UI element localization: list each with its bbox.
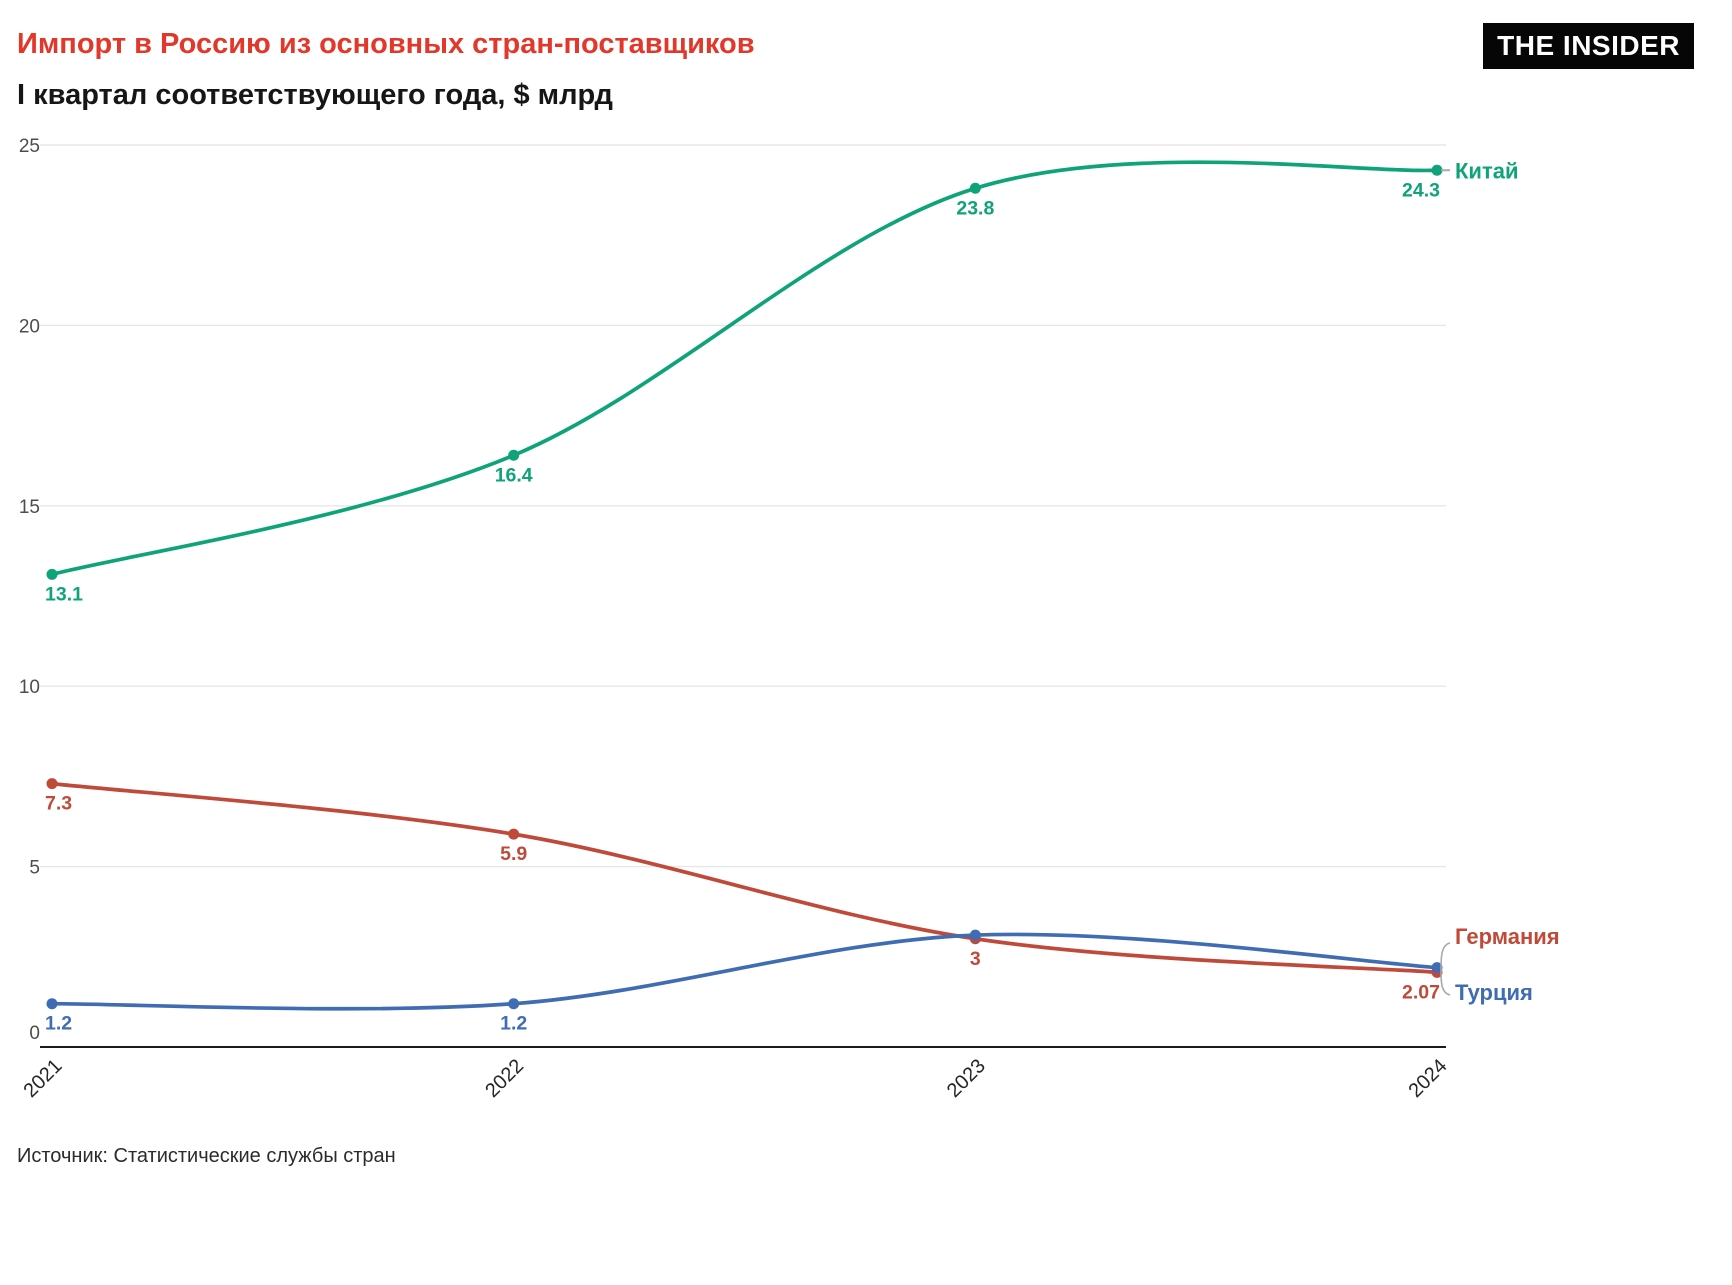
series-label-turkey: Турция <box>1455 980 1533 1005</box>
data-point <box>508 449 520 461</box>
data-point <box>1431 962 1443 974</box>
y-tick-label: 0 <box>29 1023 40 1044</box>
data-point <box>46 998 58 1010</box>
x-tick-label: 2022 <box>481 1055 528 1102</box>
y-tick-label: 25 <box>19 136 40 157</box>
series-line-0 <box>50 160 1439 577</box>
y-tick-label: 10 <box>19 677 40 698</box>
data-point <box>46 568 58 580</box>
point-value-label: 24.3 <box>1402 179 1440 201</box>
point-value-label: 13.1 <box>45 583 83 605</box>
point-value-label: 1.2 <box>500 1013 527 1035</box>
data-point <box>969 182 981 194</box>
data-point <box>508 828 520 840</box>
x-tick-label: 2021 <box>20 1055 67 1102</box>
series-line-1 <box>50 781 1439 975</box>
data-point <box>508 998 520 1010</box>
label-bracket <box>1440 942 1451 996</box>
point-value-label: 23.8 <box>956 197 994 219</box>
y-tick-label: 15 <box>19 497 40 518</box>
y-tick-label: 20 <box>19 316 40 337</box>
point-value-label: 5.9 <box>500 843 527 865</box>
series-label-china: Китай <box>1455 158 1519 183</box>
point-value-label: 2.07 <box>1402 981 1440 1003</box>
chart-subtitle: I квартал соответствующего года, $ млрд <box>17 79 613 111</box>
data-point <box>46 778 58 790</box>
series-line-2 <box>50 932 1439 1011</box>
point-value-label: 16.4 <box>495 464 533 486</box>
point-value-label: 7.3 <box>45 793 72 815</box>
data-point <box>1431 164 1443 176</box>
chart-title: Импорт в Россию из основных стран-постав… <box>17 28 755 60</box>
data-point <box>969 929 981 941</box>
y-tick-label: 5 <box>29 858 40 879</box>
source-note: Источник: Статистические службы стран <box>17 1145 396 1167</box>
x-tick-label: 2023 <box>943 1055 990 1102</box>
point-value-label: 3 <box>970 948 981 970</box>
x-tick-label: 2024 <box>1405 1055 1452 1102</box>
the-insider-logo: THE INSIDER <box>1483 23 1694 69</box>
series-label-germany: Германия <box>1455 924 1560 949</box>
point-value-label: 1.2 <box>45 1013 72 1035</box>
